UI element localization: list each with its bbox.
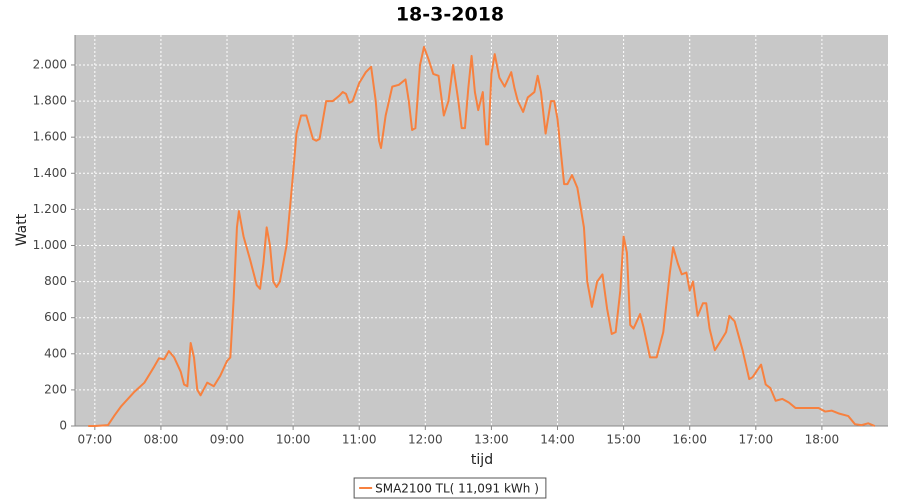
y-tick-label: 1.600 bbox=[33, 130, 67, 144]
legend-label: SMA2100 TL( 11,091 kWh ) bbox=[375, 482, 539, 496]
y-tick-label: 1.000 bbox=[33, 238, 67, 252]
x-tick-label: 09:00 bbox=[210, 433, 245, 447]
y-tick-label: 1.200 bbox=[33, 202, 67, 216]
x-axis-title: tijd bbox=[471, 452, 493, 468]
y-tick-label: 0 bbox=[59, 419, 67, 433]
chart-title: 18-3-2018 bbox=[396, 4, 504, 26]
y-tick-label: 800 bbox=[44, 274, 67, 288]
x-tick-label: 14:00 bbox=[540, 433, 575, 447]
y-tick-label: 600 bbox=[44, 310, 67, 324]
x-tick-label: 13:00 bbox=[474, 433, 509, 447]
line-series bbox=[88, 45, 876, 427]
x-tick-label: 16:00 bbox=[672, 433, 707, 447]
y-tick-label: 1.400 bbox=[33, 166, 67, 180]
x-tick-label: 18:00 bbox=[805, 433, 840, 447]
x-tick-label: 10:00 bbox=[276, 433, 311, 447]
x-tick-label: 08:00 bbox=[144, 433, 179, 447]
y-tick-label: 400 bbox=[44, 346, 67, 360]
legend-box bbox=[353, 477, 547, 499]
y-tick-label: 1.800 bbox=[33, 94, 67, 108]
y-axis-title: Watt bbox=[14, 213, 30, 246]
y-tick-label: 2.000 bbox=[33, 57, 67, 71]
x-tick-label: 17:00 bbox=[739, 433, 774, 447]
y-tick-label: 200 bbox=[44, 382, 67, 396]
x-tick-label: 07:00 bbox=[78, 433, 113, 447]
x-tick-label: 15:00 bbox=[606, 433, 641, 447]
x-tick-label: 12:00 bbox=[408, 433, 443, 447]
x-tick-label: 11:00 bbox=[342, 433, 377, 447]
